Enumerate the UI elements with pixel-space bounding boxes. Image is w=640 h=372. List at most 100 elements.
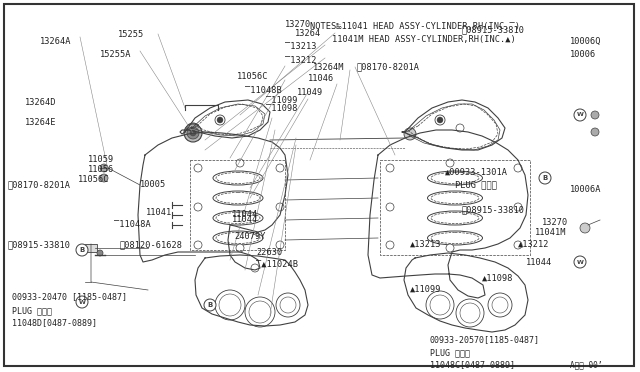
Text: ⒲08120-61628: ⒲08120-61628 xyxy=(120,240,183,249)
Text: PLUG プラグ: PLUG プラグ xyxy=(430,348,470,357)
Text: 13264E: 13264E xyxy=(25,118,56,127)
Text: ‾13213: ‾13213 xyxy=(285,42,317,51)
Circle shape xyxy=(194,241,202,249)
Text: B: B xyxy=(542,175,548,181)
Text: ‾11099: ‾11099 xyxy=(266,96,298,105)
Text: 22630: 22630 xyxy=(256,248,282,257)
Circle shape xyxy=(446,159,454,167)
Circle shape xyxy=(217,117,223,123)
Text: B: B xyxy=(79,247,84,253)
Text: ‾11048B: ‾11048B xyxy=(245,86,282,95)
Text: 11048D[0487-0889]: 11048D[0487-0889] xyxy=(12,318,97,327)
Text: 00933-20570[1185-0487]: 00933-20570[1185-0487] xyxy=(430,335,540,344)
Text: 11046: 11046 xyxy=(308,74,334,83)
Circle shape xyxy=(435,115,445,125)
Circle shape xyxy=(514,241,522,249)
Circle shape xyxy=(187,127,199,139)
Circle shape xyxy=(591,111,599,119)
Text: ▲13212: ▲13212 xyxy=(518,240,550,249)
Circle shape xyxy=(251,264,259,272)
Text: 10006Q: 10006Q xyxy=(570,37,602,46)
Circle shape xyxy=(574,256,586,268)
Text: ‾13212: ‾13212 xyxy=(285,56,317,65)
Circle shape xyxy=(215,115,225,125)
Text: 13264M: 13264M xyxy=(313,63,344,72)
Circle shape xyxy=(189,126,197,134)
Text: ⒲08170-8201A: ⒲08170-8201A xyxy=(357,62,420,71)
Text: 11059: 11059 xyxy=(88,155,115,164)
Circle shape xyxy=(574,109,586,121)
Circle shape xyxy=(276,203,284,211)
Circle shape xyxy=(190,130,196,136)
Circle shape xyxy=(276,241,284,249)
Text: 13264A: 13264A xyxy=(40,37,72,46)
Circle shape xyxy=(386,241,394,249)
Circle shape xyxy=(97,250,103,256)
Text: 15255: 15255 xyxy=(118,30,144,39)
Circle shape xyxy=(514,203,522,211)
Circle shape xyxy=(446,244,454,252)
Circle shape xyxy=(236,159,244,167)
Circle shape xyxy=(591,128,599,136)
Circle shape xyxy=(236,244,244,252)
Text: 13264D: 13264D xyxy=(25,98,56,107)
Text: 11044: 11044 xyxy=(232,215,259,224)
Text: 13264: 13264 xyxy=(295,29,321,38)
Text: 11044: 11044 xyxy=(232,210,259,219)
Text: 11056: 11056 xyxy=(88,165,115,174)
Circle shape xyxy=(386,164,394,172)
Text: W: W xyxy=(79,299,85,305)
Text: B: B xyxy=(207,302,212,308)
Text: ‾11048A: ‾11048A xyxy=(114,220,151,229)
Circle shape xyxy=(186,123,200,137)
Circle shape xyxy=(456,124,464,132)
Circle shape xyxy=(76,244,88,256)
Text: W: W xyxy=(577,112,584,118)
Text: Ⓦ08915-33810: Ⓦ08915-33810 xyxy=(8,240,71,249)
Text: ▲00933-1301A: ▲00933-1301A xyxy=(445,168,508,177)
Text: 11056C: 11056C xyxy=(78,175,109,184)
Text: ‾▲11024B: ‾▲11024B xyxy=(256,260,298,269)
Text: 13270: 13270 xyxy=(542,218,568,227)
FancyBboxPatch shape xyxy=(85,244,97,252)
Circle shape xyxy=(194,203,202,211)
Text: 24079Y: 24079Y xyxy=(234,232,266,241)
Text: 13270: 13270 xyxy=(285,20,311,29)
Text: NOTES‱11041 HEAD ASSY-CYLINDER,RH(INC.‾): NOTES‱11041 HEAD ASSY-CYLINDER,RH(INC.‾) xyxy=(310,22,520,31)
Circle shape xyxy=(539,172,551,184)
Text: 11041: 11041 xyxy=(146,208,172,217)
Text: W: W xyxy=(577,260,584,264)
Text: Ⓦ08915-33810: Ⓦ08915-33810 xyxy=(462,205,525,214)
Text: ▲11099: ▲11099 xyxy=(410,285,442,294)
Text: 11056C: 11056C xyxy=(237,72,269,81)
Circle shape xyxy=(76,296,88,308)
Circle shape xyxy=(204,299,216,311)
Circle shape xyxy=(276,164,284,172)
Text: ▲11098: ▲11098 xyxy=(482,274,513,283)
Circle shape xyxy=(404,128,416,140)
Text: Ⓦ08915-33810: Ⓦ08915-33810 xyxy=(462,25,525,34)
Text: PLUG プラグ: PLUG プラグ xyxy=(455,180,497,189)
Text: ‾11098: ‾11098 xyxy=(266,104,298,113)
Circle shape xyxy=(100,174,108,182)
Circle shape xyxy=(437,117,443,123)
Circle shape xyxy=(100,164,108,172)
Text: 10006: 10006 xyxy=(570,50,596,59)
Text: 10005: 10005 xyxy=(140,180,166,189)
Text: 15255A: 15255A xyxy=(100,50,131,59)
Circle shape xyxy=(184,124,202,142)
Text: 11041M HEAD ASSY-CYLINDER,RH(INC.▲): 11041M HEAD ASSY-CYLINDER,RH(INC.▲) xyxy=(332,35,516,44)
Text: ⒲08170-8201A: ⒲08170-8201A xyxy=(8,180,71,189)
Text: 10006A: 10006A xyxy=(570,185,602,194)
Circle shape xyxy=(194,164,202,172)
Text: 11049: 11049 xyxy=(297,88,323,97)
Circle shape xyxy=(580,223,590,233)
Circle shape xyxy=(386,203,394,211)
Circle shape xyxy=(514,164,522,172)
Text: PLUG プラグ: PLUG プラグ xyxy=(12,306,52,315)
Text: 00933-20470 [1185-0487]: 00933-20470 [1185-0487] xyxy=(12,292,127,301)
Text: 11048C[0487-0889]: 11048C[0487-0889] xyxy=(430,360,515,369)
Text: A․․ 00’: A․․ 00’ xyxy=(570,360,602,369)
Text: 11044: 11044 xyxy=(526,258,552,267)
Text: 11041M: 11041M xyxy=(535,228,566,237)
